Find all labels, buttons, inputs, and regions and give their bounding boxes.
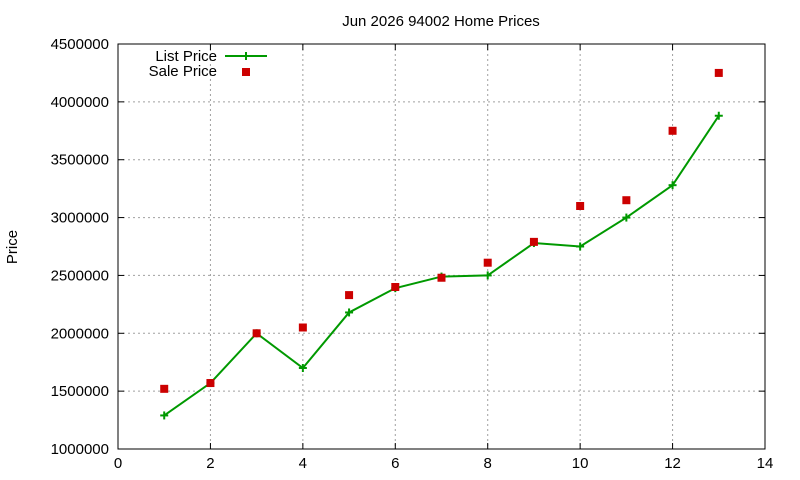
sale-price-point [345, 291, 354, 300]
x-tick-label: 8 [484, 455, 492, 472]
y-tick-label: 3500000 [51, 152, 109, 169]
sale-price-point [668, 126, 677, 135]
y-axis-label: Price [4, 230, 21, 264]
series-layer [160, 68, 723, 420]
x-tick-label: 10 [572, 455, 589, 472]
sale-price-point [298, 323, 307, 332]
y-tick-label: 3000000 [51, 210, 109, 227]
sale-price-point [160, 384, 169, 393]
y-tick-label: 2500000 [51, 267, 109, 284]
list-price-point [668, 181, 677, 190]
sale-price-point [622, 196, 631, 205]
x-tick-labels: 0 2 4 6 8 10 12 14 [114, 455, 774, 472]
legend: List Price Sale Price [149, 48, 267, 80]
sale-price-point [206, 379, 215, 388]
y-tick-label: 2000000 [51, 325, 109, 342]
list-price-point [576, 242, 585, 251]
sale-price-point [576, 202, 585, 210]
sale-price-point [714, 68, 723, 77]
list-price-point [714, 111, 723, 120]
y-tick-label: 4000000 [51, 94, 109, 111]
legend-label-sale-price: Sale Price [149, 63, 217, 80]
x-tick-label: 0 [114, 455, 122, 472]
x-tick-label: 6 [391, 455, 399, 472]
x-tick-label: 2 [206, 455, 214, 472]
list-price-point [622, 213, 631, 222]
legend-label-list-price: List Price [155, 48, 217, 65]
x-tick-label: 4 [299, 455, 307, 472]
y-tick-label: 1000000 [51, 441, 109, 458]
sale-price-point [391, 283, 400, 291]
chart-title: Jun 2026 94002 Home Prices [342, 13, 540, 30]
list-price-line [163, 115, 720, 417]
sale-price-point [483, 258, 492, 267]
list-price-point [160, 411, 169, 420]
sale-price-point [529, 237, 538, 246]
x-tick-label: 14 [757, 455, 774, 472]
legend-marker-list-price [242, 52, 250, 60]
sale-price-point [252, 329, 261, 338]
y-tick-label: 4500000 [51, 36, 109, 53]
sale-price-point [437, 273, 446, 282]
list-price-point [483, 271, 492, 280]
x-tick-label: 12 [664, 455, 681, 472]
legend-marker-sale-price [242, 68, 250, 76]
y-tick-label: 1500000 [51, 383, 109, 400]
ticks [117, 43, 766, 450]
list-price-point [298, 364, 307, 372]
plot-frame [117, 43, 766, 450]
grid [118, 44, 765, 449]
y-tick-labels: 1000000 1500000 2000000 2500000 3000000 35000… [51, 36, 109, 458]
list-price-point [345, 308, 354, 317]
